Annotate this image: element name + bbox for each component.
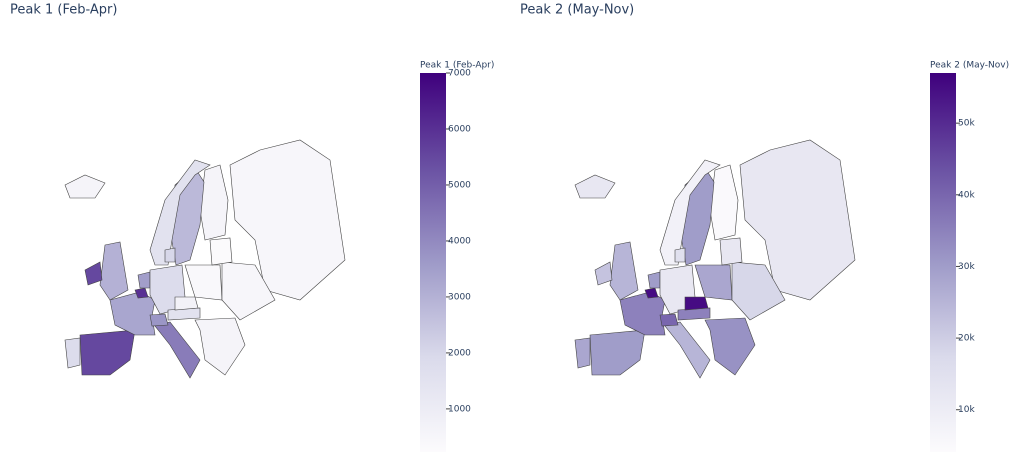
country bbox=[99, 241, 129, 301]
country bbox=[84, 261, 103, 286]
country bbox=[594, 261, 613, 286]
country bbox=[684, 296, 709, 311]
country bbox=[164, 247, 176, 263]
country bbox=[64, 337, 81, 369]
country bbox=[154, 321, 201, 379]
country bbox=[574, 337, 591, 369]
country bbox=[167, 307, 201, 321]
country bbox=[137, 271, 151, 289]
country bbox=[184, 264, 223, 301]
colorbar-tick-label: 5000 bbox=[448, 180, 471, 190]
country bbox=[619, 291, 666, 336]
map-title: Peak 1 (Feb-Apr) bbox=[10, 3, 117, 18]
colorbar-tick-label: 10k bbox=[958, 405, 975, 415]
country bbox=[589, 329, 646, 376]
country bbox=[229, 139, 346, 301]
country bbox=[149, 313, 169, 327]
country bbox=[644, 287, 659, 299]
colorbar-tick-label: 6000 bbox=[448, 124, 471, 134]
colorbar-tick-label: 40k bbox=[958, 190, 975, 200]
colorbar-tick-label: 3000 bbox=[448, 292, 471, 302]
country bbox=[704, 317, 756, 376]
country bbox=[174, 296, 199, 311]
colorbar-title: Peak 1 (Feb-Apr) bbox=[420, 61, 494, 71]
country bbox=[574, 174, 616, 199]
colorbar-tick-label: 20k bbox=[958, 334, 975, 344]
colorbar bbox=[420, 73, 446, 452]
country bbox=[731, 261, 786, 321]
colorbar-tick-label: 7000 bbox=[448, 69, 471, 79]
country bbox=[674, 247, 686, 263]
country bbox=[659, 313, 679, 327]
country bbox=[134, 287, 149, 299]
country bbox=[647, 271, 661, 289]
country bbox=[659, 159, 721, 266]
country bbox=[79, 329, 136, 376]
colorbar-tick-label: 4000 bbox=[448, 236, 471, 246]
country bbox=[694, 264, 733, 301]
colorbar bbox=[930, 73, 956, 452]
colorbar-title: Peak 2 (May-Nov) bbox=[930, 61, 1009, 71]
country bbox=[109, 291, 156, 336]
colorbar-tick-label: 30k bbox=[958, 262, 975, 272]
country bbox=[677, 307, 711, 321]
country bbox=[664, 321, 711, 379]
country bbox=[739, 139, 856, 301]
colorbar-tick-label: 2000 bbox=[448, 348, 471, 358]
map-title: Peak 2 (May-Nov) bbox=[520, 3, 634, 18]
colorbar-tick-label: 50k bbox=[958, 119, 975, 129]
country bbox=[209, 237, 233, 266]
country bbox=[64, 174, 106, 199]
country bbox=[609, 241, 639, 301]
country bbox=[221, 261, 276, 321]
country bbox=[709, 164, 739, 241]
colorbar-tick-label: 1000 bbox=[448, 404, 471, 414]
country bbox=[194, 317, 246, 376]
country bbox=[199, 164, 229, 241]
country bbox=[719, 237, 743, 266]
country bbox=[149, 159, 211, 266]
